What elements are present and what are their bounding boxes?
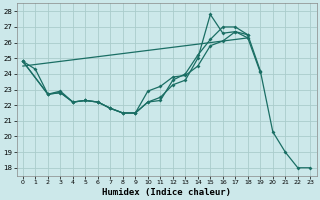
X-axis label: Humidex (Indice chaleur): Humidex (Indice chaleur): [102, 188, 231, 197]
